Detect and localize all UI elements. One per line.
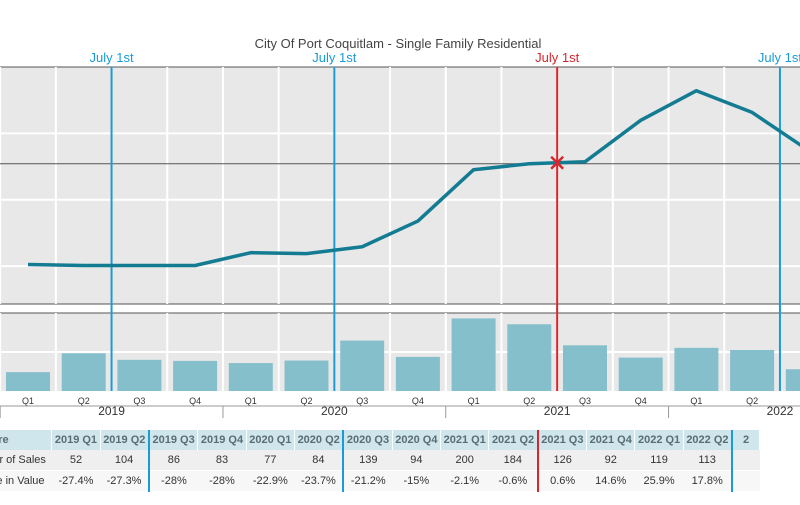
table-cell: -27.4% (51, 470, 101, 492)
quarter-tick-label: Q2 (300, 396, 312, 406)
quarter-tick-label: Q1 (468, 396, 480, 406)
sales-bar (785, 369, 800, 391)
sales-bar (451, 318, 496, 391)
quarter-tick-label: Q4 (189, 396, 201, 406)
table-header-cell: 2019 Q4 (197, 430, 247, 450)
quarter-tick-label: Q3 (356, 396, 368, 406)
year-label: 2020 (321, 404, 348, 418)
sales-bar (730, 350, 775, 391)
table-cell: 92 (586, 450, 635, 471)
table-cell: 104 (100, 450, 149, 471)
sales-bar (618, 357, 663, 391)
quarter-tick-label: Q4 (635, 396, 647, 406)
table-cell: 77 (246, 450, 295, 471)
table-cell: -21.2% (342, 470, 393, 492)
july-first-marker-label: July 1st (758, 50, 800, 65)
table-header-cell: 2019 Q2 (100, 430, 150, 450)
july-first-marker-label: July 1st (312, 50, 356, 65)
table-row-change-in-value: Change in Value -27.4% -27.3% -28% -28% … (0, 470, 760, 492)
year-label: 2021 (544, 404, 571, 418)
sales-bar (173, 360, 218, 391)
table-cell: -15% (392, 470, 441, 492)
table-cell (731, 450, 760, 471)
table-header-cell: 2020 Q3 (342, 430, 393, 450)
table-header-cell: 2020 Q2 (294, 430, 344, 450)
table-cell: -22.9% (246, 470, 295, 492)
table-header-cell: 2019 Q3 (147, 430, 199, 450)
year-label: 2022 (767, 404, 794, 418)
sales-bar (6, 372, 50, 391)
table-cell: 200 (440, 450, 489, 471)
table-cell: -28% (197, 470, 247, 492)
table-row-number-of-sales: Number of Sales 52 104 86 83 77 84 139 9… (0, 450, 760, 471)
sales-bar (395, 356, 440, 391)
july-first-marker-label: July 1st (535, 50, 579, 65)
quarter-tick-label: Q3 (133, 396, 145, 406)
table-cell: 86 (147, 450, 198, 471)
table-cell: 17.8% (683, 470, 733, 492)
line-panel-background (0, 67, 800, 304)
metrics-table: Measure 2019 Q1 2019 Q2 2019 Q3 2019 Q4 … (0, 430, 761, 492)
table-cell: 52 (51, 450, 101, 471)
table-cell: -27.3% (100, 470, 149, 492)
quarter-tick-label: Q1 (690, 396, 702, 406)
year-label: 2019 (98, 404, 125, 418)
chart-area: City Of Port Coquitlam - Single Family R… (0, 36, 800, 418)
highlight-x-marker (550, 155, 565, 170)
sales-bar (228, 363, 273, 391)
quarter-tick-label: Q1 (245, 396, 257, 406)
sales-bar (507, 324, 552, 391)
table-header-cell: 2021 Q3 (536, 430, 588, 450)
table-cell: 25.9% (634, 470, 684, 492)
quarter-tick-label: Q2 (523, 396, 535, 406)
table-header-cell: 2021 Q2 (488, 430, 539, 450)
table-header-cell: 2022 Q2 (683, 430, 733, 450)
price-index-line (27, 88, 800, 268)
table-header-label: Measure (0, 430, 53, 450)
table-cell: 83 (197, 450, 247, 471)
july-first-marker-label: July 1st (90, 50, 134, 65)
sales-bar (340, 340, 385, 391)
sales-bar (674, 347, 719, 391)
table-header-cell: 2020 Q1 (246, 430, 296, 450)
table-cell: -2.1% (440, 470, 489, 492)
table-header-cell: 2 (731, 430, 761, 450)
table-cell: 113 (683, 450, 733, 471)
table-header-cell: 2022 Q1 (634, 430, 684, 450)
table-cell: -28% (147, 470, 198, 492)
table-cell (731, 470, 760, 492)
quarter-tick-label: Q1 (22, 396, 34, 406)
quarter-tick-label: Q2 (746, 396, 758, 406)
table-cell: 0.6% (536, 470, 587, 492)
table-cell: 94 (392, 450, 441, 471)
table-header-row: Measure 2019 Q1 2019 Q2 2019 Q3 2019 Q4 … (0, 430, 761, 450)
table-cell: 126 (536, 450, 587, 471)
sales-bar (117, 359, 162, 391)
table-row-label: Change in Value (0, 470, 52, 492)
sales-bar (563, 345, 607, 391)
sales-bar (61, 353, 106, 391)
table-header-cell: 2020 Q4 (392, 430, 442, 450)
table-header-cell: 2021 Q1 (440, 430, 490, 450)
quarter-tick-label: Q4 (412, 396, 424, 406)
table-header-cell: 2019 Q1 (51, 430, 101, 450)
quarter-tick-label: Q2 (78, 396, 90, 406)
table-row-label: Number of Sales (0, 450, 52, 471)
table-header-cell: 2021 Q4 (586, 430, 636, 450)
table-cell: -23.7% (294, 470, 344, 492)
chart-title: City Of Port Coquitlam - Single Family R… (255, 36, 542, 51)
table-cell: -0.6% (488, 470, 538, 492)
table-cell: 184 (488, 450, 538, 471)
table-cell: 14.6% (586, 470, 635, 492)
quarter-tick-label: Q3 (579, 396, 591, 406)
table-cell: 84 (294, 450, 344, 471)
table-cell: 119 (634, 450, 684, 471)
table-cell: 139 (342, 450, 393, 471)
sales-bar (284, 360, 329, 391)
